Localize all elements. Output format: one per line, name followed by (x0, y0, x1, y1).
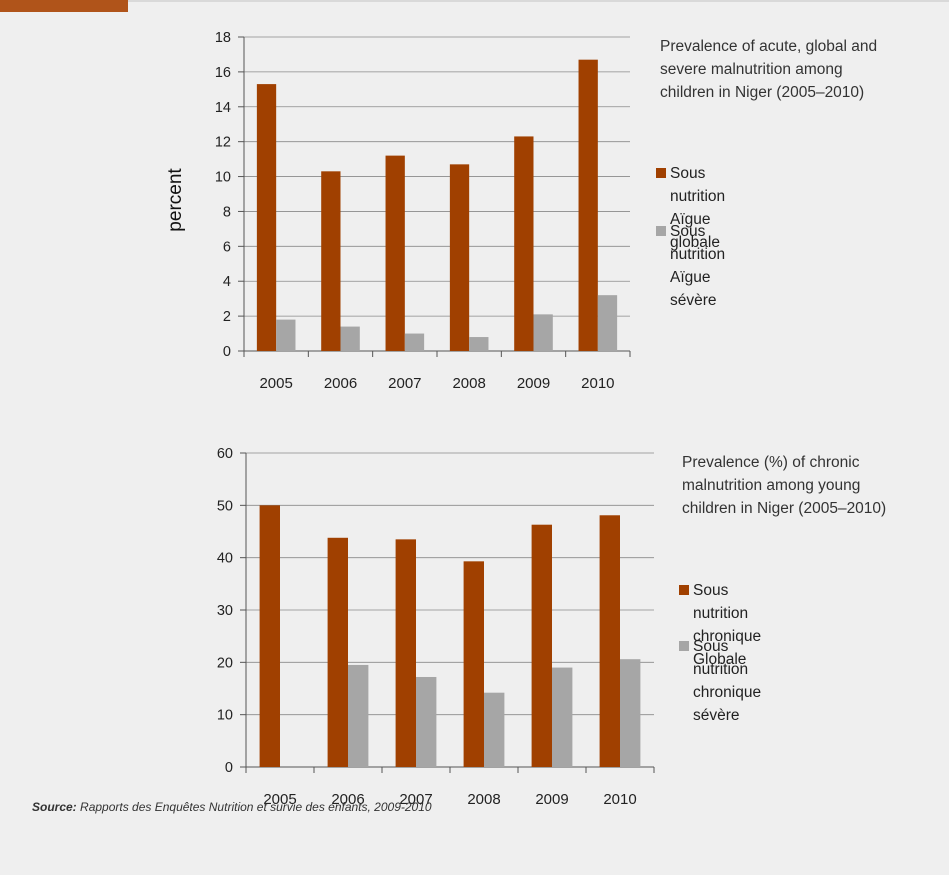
legend-label-global: Sous nutrition Aïgue globale (670, 165, 726, 251)
legend-label-chronic-global: Sous nutrition chronique Globale (693, 582, 762, 668)
chart1-x-tick-label: 2010 (581, 375, 614, 392)
chart1-bar-severe-2010 (597, 295, 618, 351)
chart1-x-tick-label: 2009 (517, 375, 550, 392)
legend-swatch-chronic-global (679, 585, 689, 595)
legend-swatch-severe (656, 226, 666, 236)
chart1-bar-severe-2007 (404, 333, 425, 351)
chart1-y-tick-label: 8 (223, 204, 231, 220)
chart1-y-tick-label: 18 (215, 30, 231, 46)
chart1-y-tick-label: 0 (223, 344, 231, 360)
chart1-y-tick-label: 12 (215, 135, 231, 151)
source-text: Rapports des Enquêtes Nutrition et survi… (76, 800, 432, 814)
legend-swatch-chronic-severe (679, 641, 689, 651)
legend-swatch-global (656, 168, 666, 178)
chart1-y-tick-label: 14 (215, 100, 231, 116)
chart1-title: Prevalence of acute, global and severe m… (660, 38, 878, 101)
chart1-bar-global-2010 (578, 59, 598, 352)
chart1-x-tick-label: 2005 (259, 375, 292, 392)
chart1-x-tick-label: 2006 (324, 375, 357, 392)
chart1-x-tick-label: 2008 (452, 375, 485, 392)
chart1-y-tick-label: 4 (223, 274, 231, 290)
chart1-legend-item-global: Sous nutrition Aïgue globale (656, 162, 725, 254)
chart1-bar-severe-2005 (276, 319, 296, 351)
source-note: Source: Rapports des Enquêtes Nutrition … (32, 800, 432, 814)
chart1-y-axis-label: percent (165, 168, 186, 232)
chart2-legend-item-global: Sous nutrition chronique Globale (679, 579, 761, 671)
top-divider (0, 0, 949, 2)
legend-label-severe: Sous nutrition Aïgue sévère (670, 223, 726, 309)
chart1-y-tick-label: 2 (223, 309, 231, 325)
chart1-y-tick-label: 10 (215, 170, 231, 186)
accent-tab (0, 0, 128, 12)
chart1-bar-global-2006 (321, 171, 341, 351)
chart1-bar-global-2005 (256, 84, 277, 351)
legend-label-chronic-severe: Sous nutrition chronique sévère (693, 638, 762, 724)
chart2-legend-item-severe: Sous nutrition chronique sévère (679, 635, 761, 727)
chart1-bar-severe-2008 (469, 337, 489, 351)
chart1-legend-item-severe: Sous nutrition Aïgue sévère (656, 220, 725, 312)
chart1-bar-global-2009 (514, 136, 534, 351)
chart1-bar-severe-2006 (340, 326, 360, 351)
chart1-y-tick-label: 6 (223, 239, 231, 255)
chart1-bar-global-2007 (385, 155, 405, 351)
chart2-title: Prevalence (%) of chronic malnutrition a… (682, 454, 887, 517)
chart1-x-tick-label: 2007 (388, 375, 421, 392)
chart1-bar-global-2008 (449, 164, 470, 351)
source-label: Source: (32, 800, 77, 814)
chart1-bar-severe-2009 (533, 314, 553, 351)
chart1-y-tick-label: 16 (215, 65, 231, 81)
